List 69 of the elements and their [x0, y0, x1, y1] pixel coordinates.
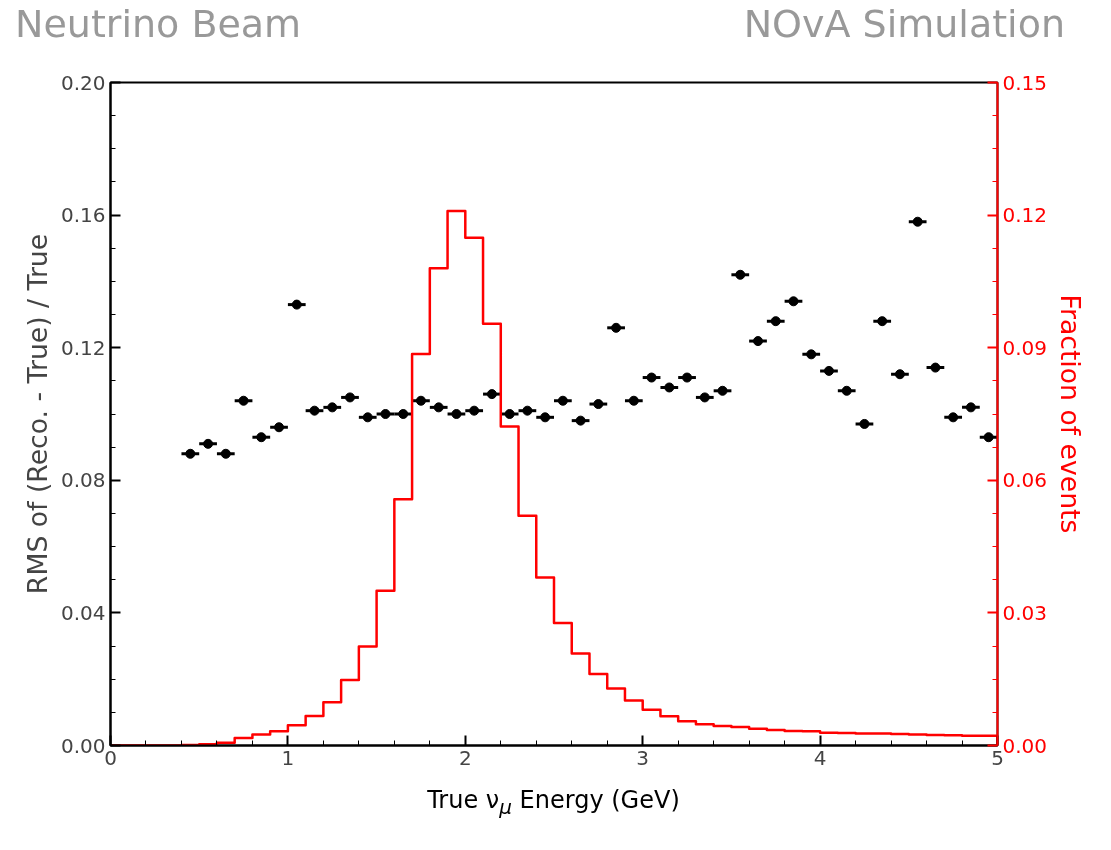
y-tick-label: 0.20 — [60, 70, 106, 95]
point — [983, 432, 994, 443]
y-tick-label: 0.04 — [60, 600, 106, 625]
y2-axis-title: Fraction of events — [1055, 294, 1087, 534]
point — [699, 392, 710, 403]
point — [451, 409, 462, 419]
x-tick-label: 2 — [458, 745, 472, 770]
point — [256, 432, 267, 443]
point — [220, 448, 231, 459]
x-tick-label: 5 — [991, 745, 1004, 770]
y-tick-label: 0.00 — [60, 733, 106, 758]
point — [788, 296, 799, 307]
point — [203, 438, 214, 449]
point — [486, 389, 497, 400]
point — [433, 402, 444, 413]
point — [912, 216, 923, 227]
point — [380, 409, 391, 419]
point — [540, 412, 551, 423]
y-tick-label: 0.08 — [60, 468, 106, 493]
point — [557, 395, 568, 406]
point — [894, 369, 905, 380]
y-tick-label: 0.16 — [60, 203, 106, 228]
y2-tick-label: 0.15 — [1002, 70, 1048, 95]
point — [309, 405, 320, 416]
point — [806, 349, 817, 360]
text: NOvA Simulation — [743, 1, 1065, 48]
point — [965, 402, 976, 413]
point — [823, 365, 834, 376]
y2-tick-label: 0.09 — [1002, 335, 1048, 360]
y-tick-label: 0.12 — [60, 335, 106, 360]
point — [504, 409, 515, 419]
y2-tick-label: 0.03 — [1002, 600, 1048, 625]
point — [362, 412, 373, 423]
point — [575, 415, 586, 426]
point — [469, 405, 480, 416]
point — [291, 299, 302, 310]
x-tick-label: 3 — [636, 745, 650, 770]
point — [735, 269, 746, 280]
point — [770, 316, 781, 327]
point — [611, 322, 622, 333]
point — [274, 422, 285, 433]
point — [628, 395, 639, 406]
point — [930, 362, 941, 373]
y2-tick-label: 0.06 — [1002, 468, 1048, 493]
point — [841, 385, 852, 396]
y2-tick-label: 0.12 — [1002, 203, 1048, 228]
point — [522, 405, 533, 416]
point — [877, 316, 888, 327]
point — [682, 372, 693, 383]
point — [859, 418, 870, 429]
point — [398, 409, 409, 419]
point — [753, 336, 764, 347]
x-tick-label: 1 — [281, 745, 295, 770]
y2-tick-label: 0.00 — [1002, 733, 1048, 758]
point — [415, 395, 426, 406]
point — [327, 402, 338, 413]
x-axis-title: True ν$_{μ}$ Energy (GeV) — [426, 785, 681, 821]
x-tick-label: 4 — [813, 745, 827, 770]
point — [593, 399, 604, 410]
y-axis-title: RMS of (Reco. - True) / True — [21, 233, 53, 595]
x-tick-label: 0 — [104, 745, 117, 770]
point — [185, 448, 196, 459]
point — [717, 385, 728, 396]
point — [646, 372, 657, 383]
point — [238, 395, 249, 406]
point — [664, 382, 675, 393]
point — [948, 412, 959, 423]
point — [344, 392, 355, 403]
chart-title: Neutrino Beam — [15, 1, 302, 48]
